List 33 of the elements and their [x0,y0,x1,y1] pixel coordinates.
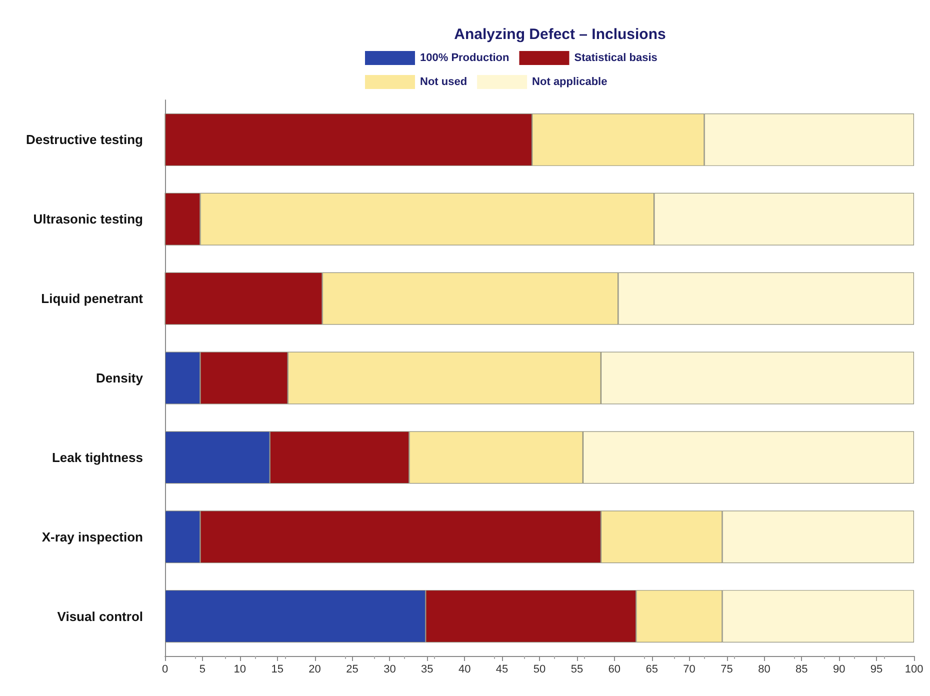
legend-label: Not applicable [532,76,608,88]
x-tick-label: 95 [870,664,883,676]
x-tick-label: 25 [346,664,358,676]
x-tick-label: 85 [796,664,808,676]
y-tick-label: X-ray inspection [42,529,144,544]
x-tick-label: 40 [458,664,471,676]
x-tick-label: 70 [683,664,696,676]
x-tick-label: 50 [533,664,546,676]
x-tick-label: 30 [384,664,396,676]
x-tick-label: 100 [904,664,924,676]
y-tick-label: Destructive testing [26,132,144,148]
x-tick-label: 60 [608,664,621,676]
x-tick-label: 65 [646,664,658,676]
chart-title: Analyzing Defect – Inclusions [454,26,666,43]
x-tick-label: 45 [496,664,508,676]
x-tick-label: 15 [271,664,284,676]
y-tick-label: Leak tightness [52,450,143,465]
x-tick-label: 80 [758,664,770,676]
x-tick-label: 75 [720,664,733,676]
x-tick-label: 5 [199,664,206,676]
x-tick-label: 10 [234,664,246,676]
x-tick-label: 35 [421,664,434,676]
x-tick-label: 0 [162,664,168,676]
x-tick-label: 90 [832,664,846,676]
legend-label: Statistical basis [574,52,658,64]
y-tick-label: Liquid penetrant [41,291,144,306]
legend-label: 100% Production [420,52,510,64]
y-tick-label: Ultrasonic testing [33,212,144,227]
legend-label: Not used [420,76,468,88]
x-tick-label: 55 [570,664,584,676]
x-tick-label: 20 [308,664,321,676]
y-tick-label: Visual control [57,608,143,624]
y-tick-label: Density [96,370,144,386]
